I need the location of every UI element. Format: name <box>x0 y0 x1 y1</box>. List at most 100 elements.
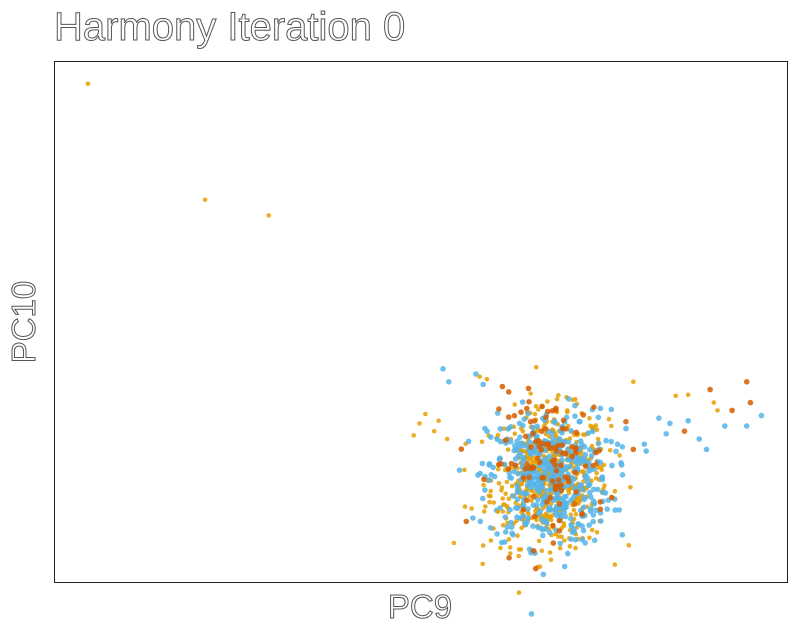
data-point <box>534 365 539 370</box>
data-point <box>544 441 550 448</box>
data-point <box>524 497 530 504</box>
data-point <box>533 502 540 508</box>
data-point <box>480 543 486 548</box>
data-point <box>518 409 524 416</box>
data-point <box>630 446 637 453</box>
data-point <box>532 480 539 487</box>
data-point <box>506 496 512 502</box>
data-point <box>585 430 591 436</box>
data-point <box>528 611 535 617</box>
data-point <box>431 428 437 434</box>
data-point <box>462 504 468 509</box>
data-point <box>561 563 568 570</box>
data-point <box>496 406 502 412</box>
data-point <box>542 493 549 499</box>
data-point <box>536 538 542 544</box>
data-point <box>423 411 428 417</box>
data-point <box>526 399 532 405</box>
data-point <box>595 436 601 442</box>
data-point <box>562 538 567 543</box>
data-point <box>482 487 488 493</box>
data-point <box>561 521 566 526</box>
data-point <box>470 515 476 521</box>
data-point <box>563 504 569 511</box>
data-point <box>547 445 553 452</box>
data-point <box>597 405 604 412</box>
data-point <box>534 423 540 430</box>
data-point <box>477 518 484 525</box>
data-point <box>571 501 578 507</box>
data-point <box>573 429 580 436</box>
data-point <box>588 505 594 512</box>
data-point <box>500 496 506 501</box>
data-point <box>607 448 613 453</box>
data-point <box>586 481 593 488</box>
data-point <box>587 415 592 421</box>
data-point <box>532 565 539 572</box>
data-point <box>506 555 512 561</box>
data-point <box>546 453 553 460</box>
data-point <box>539 526 546 533</box>
data-point <box>604 506 610 512</box>
data-point <box>543 414 549 421</box>
data-point <box>597 499 603 505</box>
data-point <box>521 416 528 422</box>
data-point <box>576 521 582 528</box>
data-point <box>512 462 519 469</box>
data-point <box>573 489 579 495</box>
data-point <box>553 405 559 412</box>
data-point <box>486 477 493 483</box>
data-point <box>587 489 593 496</box>
data-point <box>446 379 452 385</box>
data-point <box>552 495 558 502</box>
data-point <box>557 545 563 551</box>
data-point <box>618 462 625 468</box>
data-point <box>619 472 626 478</box>
data-point <box>575 456 581 462</box>
data-point <box>623 418 629 425</box>
data-point <box>548 557 554 563</box>
data-point <box>583 463 589 470</box>
data-point <box>562 513 569 520</box>
data-point <box>547 550 553 555</box>
data-point <box>590 486 597 493</box>
data-point <box>581 432 586 437</box>
data-point <box>586 468 592 474</box>
data-point <box>525 515 531 521</box>
data-point <box>549 440 556 447</box>
data-point <box>544 499 550 505</box>
data-point <box>536 459 543 466</box>
data-point <box>511 412 518 419</box>
data-point <box>532 450 539 457</box>
data-point <box>479 439 485 445</box>
data-point <box>480 495 486 502</box>
data-point <box>581 494 588 501</box>
data-point <box>595 414 602 421</box>
data-point <box>488 488 494 494</box>
data-point <box>440 366 446 372</box>
data-point <box>595 465 601 470</box>
data-point <box>514 518 519 524</box>
data-point <box>715 408 720 413</box>
data-point <box>458 446 465 452</box>
data-point <box>533 438 539 445</box>
data-point <box>503 491 509 497</box>
data-point <box>545 408 551 415</box>
data-point <box>541 466 547 473</box>
data-point <box>517 450 524 457</box>
data-point <box>572 402 578 409</box>
data-point <box>514 446 520 453</box>
data-point <box>594 470 599 476</box>
data-point <box>503 437 509 443</box>
data-point <box>573 545 578 551</box>
data-point <box>685 392 691 398</box>
plot-frame <box>54 61 788 583</box>
data-point <box>551 418 558 425</box>
data-point <box>522 491 529 497</box>
data-point <box>462 467 467 473</box>
data-point <box>512 431 518 437</box>
data-point <box>608 438 615 445</box>
data-point <box>525 385 532 392</box>
data-point <box>556 436 563 442</box>
